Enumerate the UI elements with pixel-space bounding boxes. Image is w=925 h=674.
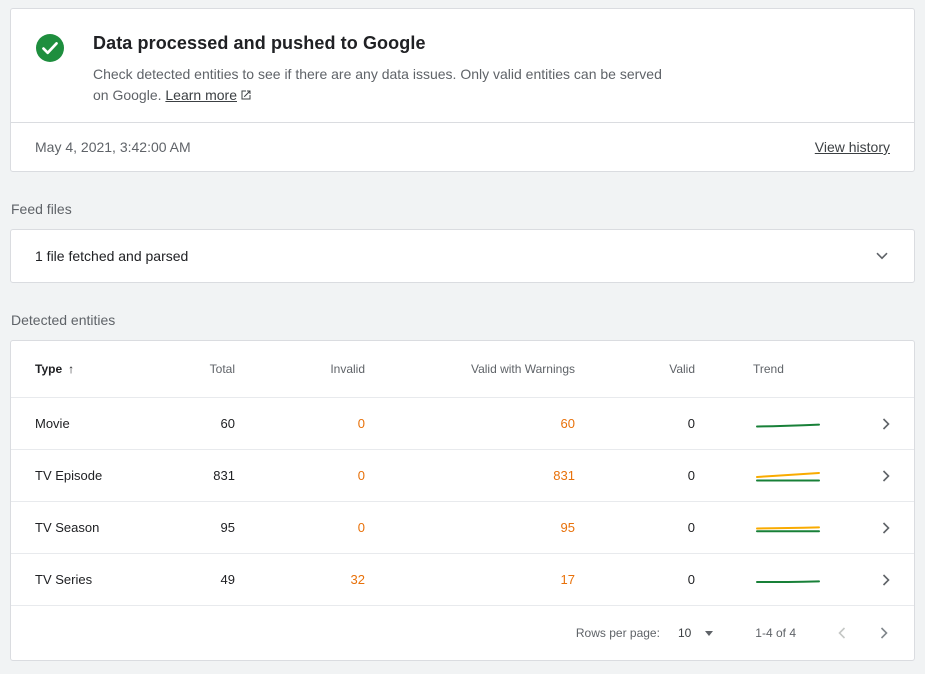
row-action [858,417,914,430]
entity-total: 95 [220,520,235,535]
sort-ascending-icon: ↑ [68,362,75,376]
entity-invalid: 0 [357,520,365,535]
status-card-main: Data processed and pushed to Google Chec… [11,9,914,122]
learn-more-label: Learn more [165,87,237,103]
rows-per-page-value: 10 [677,626,692,640]
status-text: Data processed and pushed to Google Chec… [93,33,668,106]
timestamp: May 4, 2021, 3:42:00 AM [35,139,191,155]
learn-more-link[interactable]: Learn more [165,87,252,103]
entity-valid: 0 [687,520,695,535]
entity-total: 831 [213,468,235,483]
table-body: Movie 60 0 60 0 TV Episode 831 0 831 0 T… [11,398,914,606]
page: Data processed and pushed to Google Chec… [10,8,915,661]
status-description-text: Check detected entities to see if there … [93,66,662,103]
entity-type: TV Series [35,572,93,587]
entity-type: TV Episode [35,468,103,483]
entity-total: 49 [220,572,235,587]
entity-valid: 0 [687,416,695,431]
column-header-total[interactable]: Total [209,362,235,376]
column-header-valid-with-warnings[interactable]: Valid with Warnings [470,362,575,376]
pagination-range: 1-4 of 4 [755,626,796,640]
row-action [858,521,914,534]
table-header-row: Type ↑ Total Invalid Valid with Warnings … [11,341,914,398]
feed-files-label: Feed files [11,201,72,217]
trend-sparkline [695,517,858,539]
status-description: Check detected entities to see if there … [93,64,668,106]
detected-entities-label: Detected entities [11,312,116,328]
entity-valid: 0 [687,572,695,587]
chevron-right-icon[interactable] [882,521,890,534]
entity-valid-with-warnings: 95 [560,520,575,535]
feed-files-summary: 1 file fetched and parsed [35,248,189,264]
table-row[interactable]: TV Season 95 0 95 0 [11,502,914,554]
column-header-trend[interactable]: Trend [753,362,784,376]
entity-type: TV Season [35,520,100,535]
external-link-icon [241,90,251,100]
entity-invalid: 32 [350,572,365,587]
pagination: Rows per page: 10 1-4 of 4 [11,606,914,660]
trend-sparkline [695,569,858,591]
success-check-icon [35,33,65,63]
entity-total: 60 [220,416,235,431]
trend-sparkline [695,465,858,487]
column-header-valid[interactable]: Valid [669,362,695,376]
chevron-right-icon[interactable] [882,417,890,430]
chevron-right-icon[interactable] [882,469,890,482]
feed-files-card[interactable]: 1 file fetched and parsed [10,229,915,283]
view-history-link[interactable]: View history [814,139,890,155]
rows-per-page-select[interactable]: 10 [677,626,714,640]
chevron-down-icon[interactable] [876,252,888,260]
entity-invalid: 0 [357,468,365,483]
column-header-type-label: Type [35,362,63,376]
status-card-footer: May 4, 2021, 3:42:00 AM View history [11,122,914,171]
row-action [858,573,914,586]
row-action [858,469,914,482]
next-page-button[interactable] [872,621,896,645]
column-header-invalid[interactable]: Invalid [330,362,365,376]
detected-entities-table: Type ↑ Total Invalid Valid with Warnings … [10,340,915,661]
table-row[interactable]: Movie 60 0 60 0 [11,398,914,450]
trend-sparkline [695,413,858,435]
status-card: Data processed and pushed to Google Chec… [10,8,915,172]
rows-per-page-label: Rows per page: [575,626,660,640]
table-row[interactable]: TV Series 49 32 17 0 [11,554,914,606]
entity-type: Movie [35,416,70,431]
entity-valid-with-warnings: 17 [560,572,575,587]
table-row[interactable]: TV Episode 831 0 831 0 [11,450,914,502]
entity-valid: 0 [687,468,695,483]
chevron-left-icon [838,627,846,639]
chevron-right-icon [880,627,888,639]
previous-page-button[interactable] [830,621,854,645]
status-title: Data processed and pushed to Google [93,33,426,53]
chevron-right-icon[interactable] [882,573,890,586]
entity-valid-with-warnings: 60 [560,416,575,431]
dropdown-arrow-icon [705,630,714,636]
entity-invalid: 0 [357,416,365,431]
column-header-type[interactable]: Type ↑ [35,362,145,376]
entity-valid-with-warnings: 831 [553,468,575,483]
